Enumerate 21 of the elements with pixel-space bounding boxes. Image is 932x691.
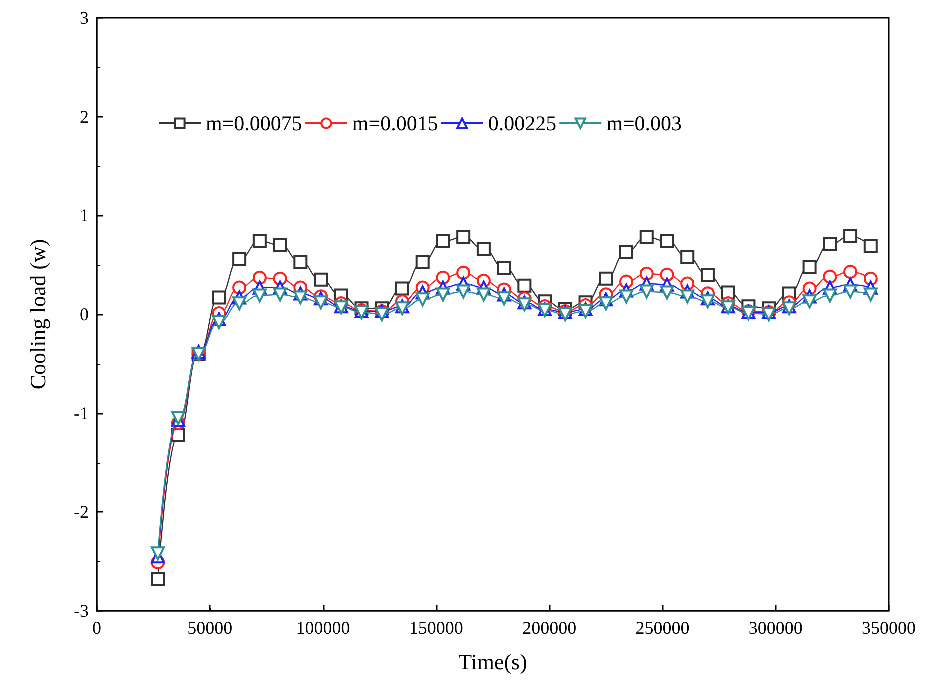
legend-label: m=0.00075 — [206, 112, 302, 136]
x-tick-label: 350000 — [862, 618, 916, 638]
y-tick-label: -3 — [74, 601, 89, 621]
x-tick-label: 0 — [92, 618, 102, 638]
y-tick-label: 1 — [80, 206, 89, 226]
x-tick-label: 100000 — [296, 618, 350, 638]
legend-label: 0.00225 — [488, 112, 557, 136]
x-tick-label: 50000 — [188, 618, 233, 638]
y-tick-label: 3 — [80, 8, 89, 28]
legend-label: m=0.003 — [606, 112, 682, 136]
y-tick-label: -1 — [74, 403, 89, 424]
x-axis-title: Time(s) — [458, 650, 528, 674]
y-tick-label: -2 — [74, 502, 89, 522]
x-tick-label: 150000 — [409, 618, 464, 638]
x-tick-label: 200000 — [522, 618, 577, 638]
y-tick-label: 0 — [80, 304, 89, 324]
x-tick-label: 250000 — [636, 618, 690, 638]
y-tick-label: 2 — [80, 106, 89, 127]
legend-label: m=0.0015 — [352, 112, 438, 136]
x-tick-label: 300000 — [748, 618, 803, 638]
y-axis-title: Cooling load (w) — [26, 239, 50, 390]
